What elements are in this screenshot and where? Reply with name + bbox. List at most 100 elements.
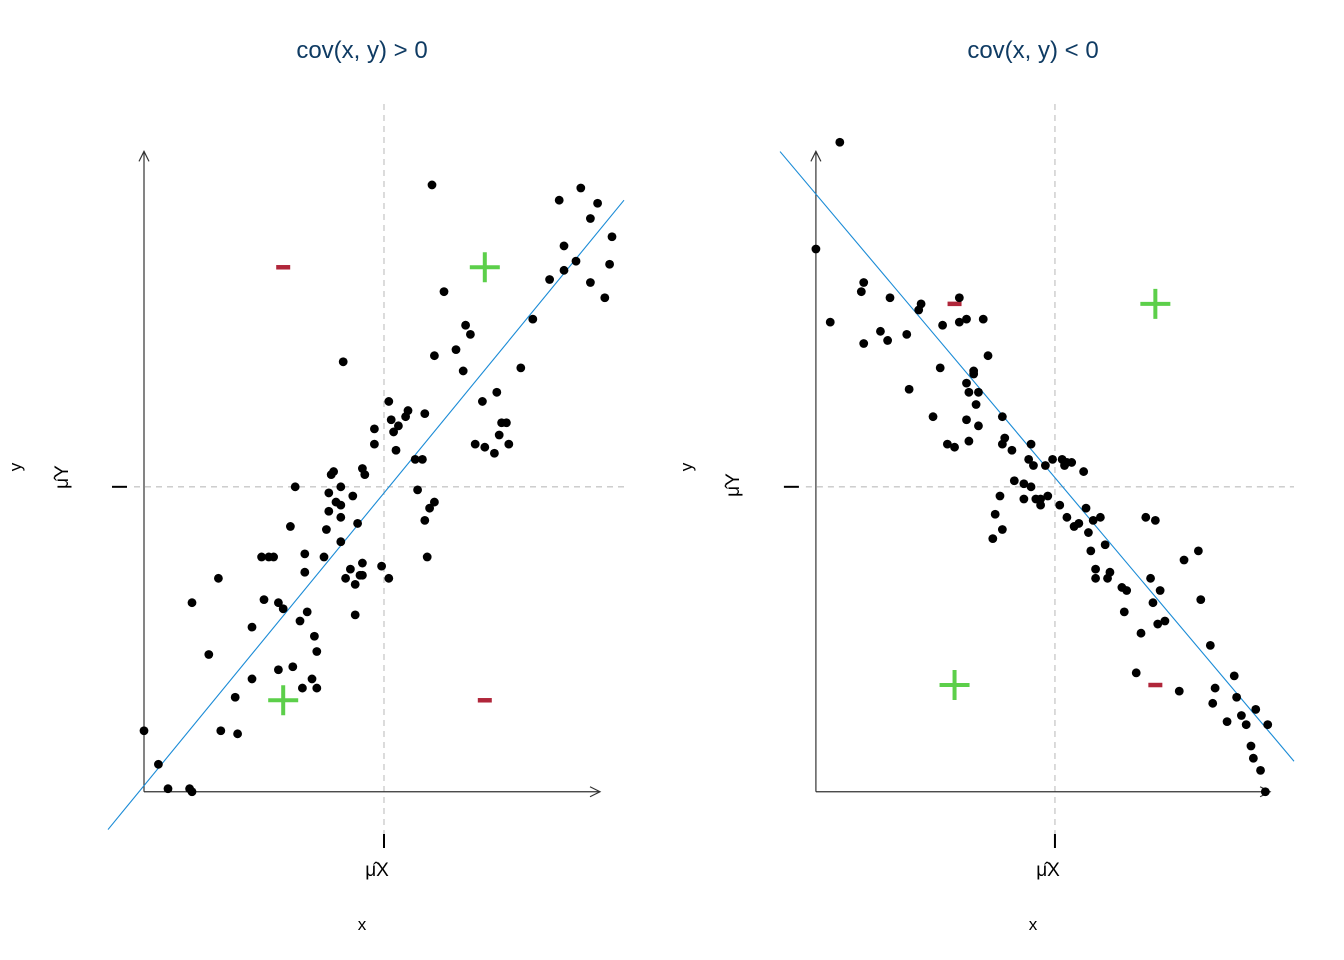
data-point [600, 293, 610, 303]
data-point [336, 512, 346, 522]
x-axis-title: x [1029, 915, 1038, 934]
data-point [370, 424, 379, 434]
data-point [1131, 668, 1141, 678]
data-point [288, 662, 298, 672]
data-point [1105, 567, 1115, 577]
data-point [1088, 515, 1098, 525]
data-point [964, 387, 974, 397]
data-point [257, 552, 266, 562]
data-point [430, 351, 439, 361]
data-point [962, 415, 971, 425]
data-point [1081, 503, 1091, 513]
data-point [1237, 711, 1246, 720]
data-point [413, 485, 422, 495]
data-point [163, 784, 173, 794]
data-point [1019, 479, 1029, 489]
data-point [329, 467, 338, 476]
data-point [942, 439, 952, 449]
data-point [358, 570, 367, 580]
data-point [825, 317, 835, 327]
data-point [1026, 482, 1036, 492]
data-point [935, 363, 945, 373]
data-point [494, 430, 504, 440]
data-point [962, 314, 971, 324]
data-point [187, 787, 197, 797]
data-point [1222, 717, 1232, 727]
data-point [307, 674, 317, 684]
data-point [298, 683, 307, 693]
data-point [576, 183, 586, 193]
data-point [950, 442, 959, 452]
data-point [353, 519, 362, 528]
data-point [1153, 619, 1163, 629]
data-point [430, 497, 439, 507]
data-point [1100, 540, 1110, 550]
y-axis-arrow [138, 150, 150, 162]
data-point [974, 387, 983, 397]
data-point [904, 384, 914, 394]
data-point [418, 454, 427, 464]
data-point [1256, 766, 1265, 775]
x-axis-arrow [589, 786, 602, 798]
data-point [528, 314, 538, 324]
data-point [427, 180, 437, 190]
data-point [1074, 519, 1084, 528]
data-point [377, 561, 386, 571]
data-point [974, 421, 983, 431]
data-point [1084, 528, 1093, 537]
scatter-panel-negative: cov(x, y) < 0 x y μ̂X μ̂Y [677, 37, 1295, 934]
data-point [605, 259, 614, 269]
data-point [341, 573, 350, 583]
chart-title: cov(x, y) > 0 [296, 37, 427, 64]
data-point [312, 647, 322, 656]
data-point [492, 387, 502, 397]
data-point [1086, 546, 1096, 556]
data-point [336, 537, 346, 547]
data-point [216, 726, 226, 736]
data-point [346, 564, 355, 574]
data-point [1241, 720, 1251, 730]
scatter-panel-positive: cov(x, y) > 0 x y μ̂X μ̂Y [6, 37, 625, 934]
y-mean-tick-label: μ̂Y [723, 473, 744, 497]
data-point [1067, 458, 1077, 467]
data-point [274, 598, 283, 608]
data-point [1122, 586, 1132, 595]
data-point [1055, 500, 1065, 510]
data-point [983, 351, 993, 361]
data-point [916, 299, 926, 309]
data-point [1119, 607, 1129, 617]
data-point [856, 287, 866, 297]
data-point [300, 567, 310, 577]
data-point [338, 357, 348, 367]
data-point [478, 397, 487, 406]
data-point [439, 287, 449, 297]
data-point [290, 482, 300, 492]
data-point [1229, 671, 1239, 681]
data-point [1179, 555, 1189, 565]
data-point [461, 320, 470, 330]
chart-title: cov(x, y) < 0 [967, 37, 1098, 64]
data-point [995, 491, 1005, 501]
data-point [859, 278, 869, 287]
data-point [902, 329, 912, 339]
data-point [324, 488, 334, 498]
data-point [295, 616, 305, 626]
data-point [954, 317, 964, 327]
data-point [1263, 720, 1273, 730]
data-point [928, 412, 938, 422]
data-point [490, 448, 499, 458]
data-point [559, 265, 569, 275]
data-point [1091, 573, 1100, 583]
data-point [571, 256, 581, 266]
data-point [269, 552, 278, 562]
data-point [1024, 454, 1034, 464]
data-point [348, 491, 358, 501]
quadrant-plus-sign [469, 252, 500, 283]
data-point [971, 400, 981, 409]
data-point [336, 482, 346, 492]
data-point [559, 241, 569, 251]
regression-line [779, 151, 1295, 762]
data-point [1196, 595, 1206, 605]
data-point [988, 534, 998, 544]
data-point [990, 509, 1000, 519]
